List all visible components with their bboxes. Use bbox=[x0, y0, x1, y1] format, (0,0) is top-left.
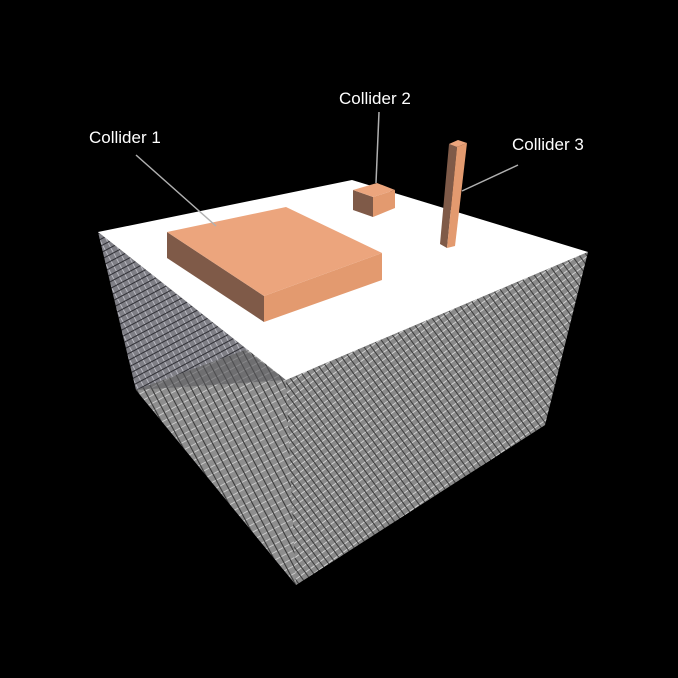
grid-back-shade bbox=[136, 350, 286, 390]
collider-2-left-face bbox=[353, 190, 373, 217]
collider-1-front-face bbox=[264, 253, 382, 322]
collider-3-leader-line bbox=[461, 164, 519, 192]
collider-1-left-face bbox=[167, 232, 264, 322]
collider-1-label: Collider 1 bbox=[89, 128, 161, 147]
collider-3-front-face bbox=[447, 143, 467, 248]
collider-2-box bbox=[353, 183, 395, 217]
collider-2-front-face bbox=[373, 190, 395, 217]
collider-2-leader-line bbox=[375, 111, 380, 184]
collider-1-leader-line bbox=[135, 154, 217, 227]
grid-right-wall bbox=[286, 252, 588, 585]
collider-3-label: Collider 3 bbox=[512, 135, 584, 154]
collider-3-pillar bbox=[440, 140, 467, 248]
collider-2-top-face bbox=[353, 183, 395, 197]
collider-3-top-face bbox=[449, 140, 467, 147]
collider-2-label: Collider 2 bbox=[339, 89, 411, 108]
collider-3-left-face bbox=[440, 144, 457, 248]
particle-grid-volume bbox=[98, 232, 588, 585]
collider-1-top-face bbox=[167, 207, 382, 296]
collider-1-box bbox=[167, 207, 382, 322]
